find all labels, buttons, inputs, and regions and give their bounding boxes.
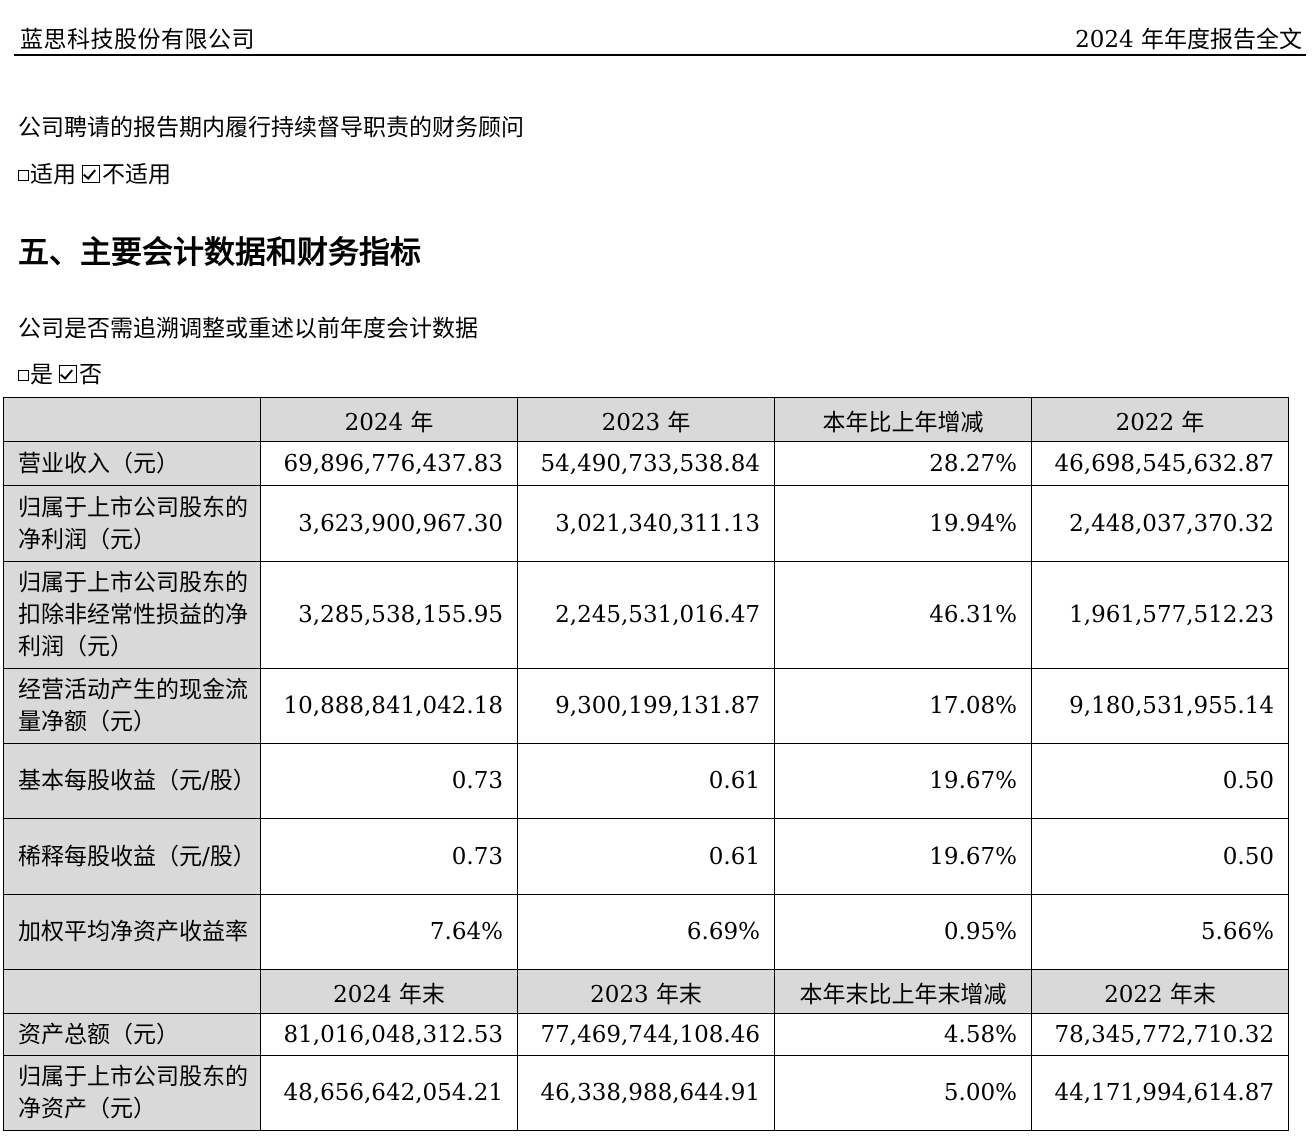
value-cell: 9,300,199,131.87 [517,668,775,744]
value-cell: 28.27% [774,441,1032,486]
row-label: 稀释每股收益（元/股） [3,818,261,895]
value-cell: 0.50 [1031,818,1289,895]
report-title: 2024 年年度报告全文 [1075,27,1302,53]
value-cell: 78,345,772,710.32 [1031,1013,1289,1056]
value-cell: 81,016,048,312.53 [260,1013,518,1056]
table-row: 经营活动产生的现金流量净额（元） 10,888,841,042.18 9,300… [3,668,1289,744]
value-cell: 9,180,531,955.14 [1031,668,1289,744]
table-row: 营业收入（元） 69,896,776,437.83 54,490,733,538… [3,441,1289,486]
value-cell: 3,623,900,967.30 [260,485,518,562]
table-header-row: 2024 年 2023 年 本年比上年增减 2022 年 [3,397,1289,442]
header-cell: 本年比上年增减 [774,397,1032,442]
table-row: 基本每股收益（元/股） 0.73 0.61 19.67% 0.50 [3,743,1289,819]
header-cell: 2024 年末 [260,969,518,1014]
value-cell: 0.73 [260,818,518,895]
row-label: 基本每股收益（元/股） [3,743,261,819]
value-cell: 19.67% [774,818,1032,895]
value-cell: 46,338,988,644.91 [517,1055,775,1131]
unchecked-box-icon [18,370,29,381]
page-header: 蓝思科技股份有限公司 2024 年年度报告全文 [14,18,1306,56]
header-cell [3,969,261,1014]
header-cell: 2024 年 [260,397,518,442]
row-label: 归属于上市公司股东的扣除非经常性损益的净利润（元） [3,561,261,669]
table-row: 资产总额（元） 81,016,048,312.53 77,469,744,108… [3,1013,1289,1056]
advisor-question: 公司聘请的报告期内履行持续督导职责的财务顾问 [18,115,524,141]
row-label: 资产总额（元） [3,1013,261,1056]
header-cell [3,397,261,442]
value-cell: 2,448,037,370.32 [1031,485,1289,562]
unchecked-box-icon [18,170,29,181]
value-cell: 5.66% [1031,894,1289,970]
table-row: 加权平均净资产收益率 7.64% 6.69% 0.95% 5.66% [3,894,1289,970]
value-cell: 0.50 [1031,743,1289,819]
header-cell: 2022 年 [1031,397,1289,442]
value-cell: 46,698,545,632.87 [1031,441,1289,486]
value-cell: 1,961,577,512.23 [1031,561,1289,669]
value-cell: 48,656,642,054.21 [260,1055,518,1131]
header-cell: 2023 年末 [517,969,775,1014]
table-row: 归属于上市公司股东的净资产（元） 48,656,642,054.21 46,33… [3,1055,1289,1131]
row-label: 归属于上市公司股东的净利润（元） [3,485,261,562]
value-cell: 44,171,994,614.87 [1031,1055,1289,1131]
section-title: 五、主要会计数据和财务指标 [18,235,421,271]
option-yes: 是 [30,362,53,388]
value-cell: 19.94% [774,485,1032,562]
checked-box-icon [59,365,77,383]
restatement-question: 公司是否需追溯调整或重述以前年度会计数据 [18,316,478,342]
header-cell: 2023 年 [517,397,775,442]
company-name: 蓝思科技股份有限公司 [20,27,255,53]
value-cell: 10,888,841,042.18 [260,668,518,744]
header-cell: 本年末比上年末增减 [774,969,1032,1014]
value-cell: 3,285,538,155.95 [260,561,518,669]
value-cell: 0.73 [260,743,518,819]
value-cell: 3,021,340,311.13 [517,485,775,562]
value-cell: 7.64% [260,894,518,970]
row-label: 经营活动产生的现金流量净额（元） [3,668,261,744]
value-cell: 5.00% [774,1055,1032,1131]
table-row: 归属于上市公司股东的扣除非经常性损益的净利润（元） 3,285,538,155.… [3,561,1289,669]
row-label: 加权平均净资产收益率 [3,894,261,970]
value-cell: 0.95% [774,894,1032,970]
option-applicable: 适用 [30,162,76,188]
row-label: 归属于上市公司股东的净资产（元） [3,1055,261,1131]
value-cell: 77,469,744,108.46 [517,1013,775,1056]
table-row: 稀释每股收益（元/股） 0.73 0.61 19.67% 0.50 [3,818,1289,895]
value-cell: 2,245,531,016.47 [517,561,775,669]
value-cell: 54,490,733,538.84 [517,441,775,486]
value-cell: 46.31% [774,561,1032,669]
value-cell: 0.61 [517,818,775,895]
row-label: 营业收入（元） [3,441,261,486]
financial-data-table: 2024 年 2023 年 本年比上年增减 2022 年 营业收入（元） 69,… [3,397,1289,1131]
value-cell: 4.58% [774,1013,1032,1056]
table-header-row: 2024 年末 2023 年末 本年末比上年末增减 2022 年末 [3,969,1289,1014]
option-not-applicable: 不适用 [102,162,171,188]
table-row: 归属于上市公司股东的净利润（元） 3,623,900,967.30 3,021,… [3,485,1289,562]
value-cell: 17.08% [774,668,1032,744]
value-cell: 69,896,776,437.83 [260,441,518,486]
restatement-options: 是否 [18,355,102,389]
header-cell: 2022 年末 [1031,969,1289,1014]
value-cell: 19.67% [774,743,1032,819]
checked-box-icon [82,165,100,183]
option-no: 否 [79,362,102,388]
value-cell: 6.69% [517,894,775,970]
advisor-options: 适用 不适用 [18,155,171,189]
value-cell: 0.61 [517,743,775,819]
